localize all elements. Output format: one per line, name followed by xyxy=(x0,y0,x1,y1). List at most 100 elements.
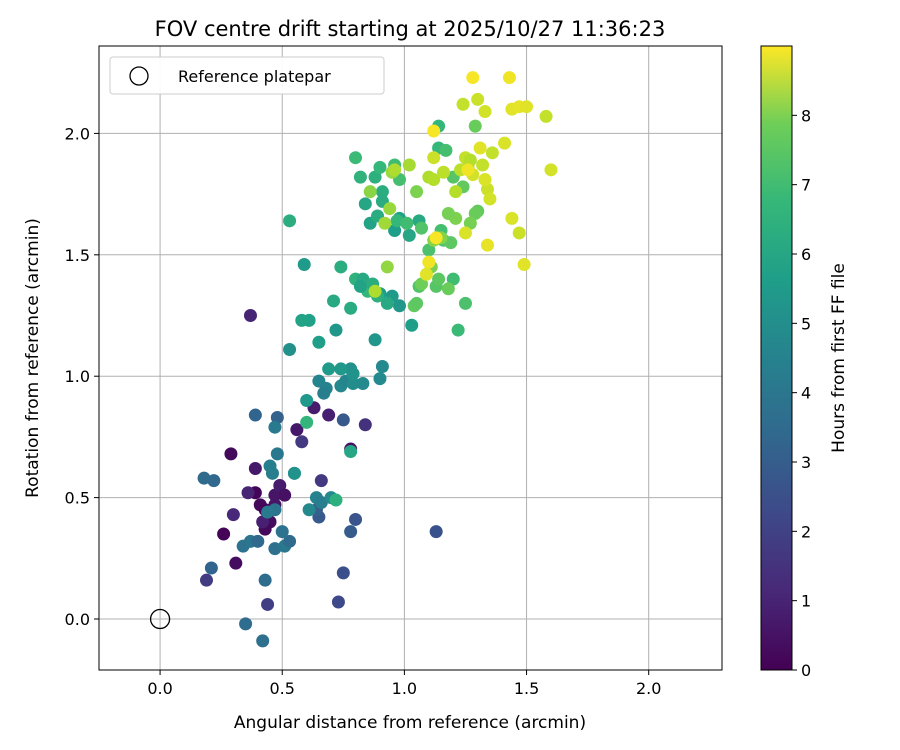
legend: Reference platepar xyxy=(109,56,385,95)
data-point xyxy=(539,109,553,123)
data-point xyxy=(468,119,482,133)
y-tick-label: 0.5 xyxy=(65,489,90,508)
data-point xyxy=(229,556,243,570)
data-point xyxy=(258,573,272,587)
grid-lines xyxy=(99,46,722,670)
data-point xyxy=(439,143,453,157)
data-point xyxy=(429,525,443,539)
data-point xyxy=(344,525,358,539)
data-point xyxy=(256,634,270,648)
data-point xyxy=(256,515,270,529)
data-point xyxy=(378,216,392,230)
data-point xyxy=(314,474,328,488)
data-point xyxy=(427,124,441,138)
data-point xyxy=(290,423,304,437)
data-point xyxy=(429,231,443,245)
data-point xyxy=(478,105,492,119)
data-point xyxy=(263,459,277,473)
data-point xyxy=(380,296,394,310)
data-point xyxy=(468,207,482,221)
data-point xyxy=(268,488,282,502)
data-point xyxy=(449,185,463,199)
data-point xyxy=(427,151,441,165)
data-point xyxy=(502,71,516,85)
data-point xyxy=(199,573,213,587)
data-point xyxy=(498,136,512,150)
data-point xyxy=(458,296,472,310)
x-axis-ticks: 0.0 0.5 1.0 1.5 2.0 xyxy=(147,670,661,698)
x-tick-label: 2.0 xyxy=(636,679,661,698)
data-point xyxy=(483,192,497,206)
data-point xyxy=(432,272,446,286)
plot-frame xyxy=(98,45,723,671)
data-point xyxy=(476,158,490,172)
data-point xyxy=(390,214,404,228)
x-axis-label: Angular distance from reference (arcmin) xyxy=(234,713,586,733)
data-point xyxy=(346,367,360,381)
data-point xyxy=(278,488,292,502)
data-point xyxy=(344,301,358,315)
colorbar-label: Hours from first FF file xyxy=(829,263,849,453)
y-axis-ticks: 0.0 0.5 1.0 1.5 2.0 xyxy=(65,124,99,629)
data-point xyxy=(268,420,282,434)
data-point xyxy=(243,309,257,323)
data-point xyxy=(446,272,460,286)
data-point xyxy=(356,376,370,390)
data-point xyxy=(422,243,436,257)
data-point xyxy=(388,163,402,177)
data-point xyxy=(441,207,455,221)
data-point xyxy=(336,413,350,427)
data-point xyxy=(444,236,458,250)
y-tick-label: 2.0 xyxy=(65,124,90,143)
y-tick-label: 1.0 xyxy=(65,367,90,386)
data-point xyxy=(336,566,350,580)
data-point xyxy=(375,359,389,373)
colorbar-tick-label: 2 xyxy=(801,522,811,541)
data-point xyxy=(197,471,211,485)
colorbar: 0 1 2 3 4 5 6 7 8 Hours from first FF file xyxy=(760,45,849,680)
data-point xyxy=(327,294,341,308)
colorbar-tick-label: 0 xyxy=(801,661,811,680)
data-point xyxy=(349,151,363,165)
data-point xyxy=(322,362,336,376)
colorbar-tick-label: 1 xyxy=(801,592,811,611)
data-point xyxy=(217,527,231,541)
y-tick-label: 0.0 xyxy=(65,610,90,629)
data-point xyxy=(334,362,348,376)
data-point xyxy=(241,486,255,500)
data-points xyxy=(197,71,558,648)
data-point xyxy=(505,211,519,225)
data-point xyxy=(463,216,477,230)
data-point xyxy=(517,258,531,272)
chart-title: FOV centre drift starting at 2025/10/27 … xyxy=(155,17,666,41)
data-point xyxy=(353,170,367,184)
data-point xyxy=(268,542,282,556)
data-point xyxy=(275,525,289,539)
data-point xyxy=(283,534,297,548)
data-point xyxy=(441,282,455,296)
data-point xyxy=(463,153,477,167)
colorbar-gradient xyxy=(760,45,793,671)
data-point xyxy=(373,372,387,386)
data-point xyxy=(388,224,402,238)
data-point xyxy=(393,299,407,313)
data-point xyxy=(358,418,372,432)
data-point xyxy=(480,238,494,252)
data-point xyxy=(297,258,311,272)
data-point xyxy=(451,323,465,337)
x-tick-label: 1.0 xyxy=(392,679,417,698)
colorbar-tick-label: 5 xyxy=(801,314,811,333)
data-point xyxy=(485,146,499,160)
colorbar-tick-label: 3 xyxy=(801,453,811,472)
data-point xyxy=(226,508,240,522)
colorbar-tick-label: 6 xyxy=(801,245,811,264)
data-point xyxy=(419,267,433,281)
data-point xyxy=(239,617,253,631)
data-point xyxy=(283,214,297,228)
data-point xyxy=(471,92,485,106)
data-point xyxy=(427,173,441,187)
data-point xyxy=(261,597,275,611)
data-point xyxy=(414,221,428,235)
data-point xyxy=(422,255,436,269)
